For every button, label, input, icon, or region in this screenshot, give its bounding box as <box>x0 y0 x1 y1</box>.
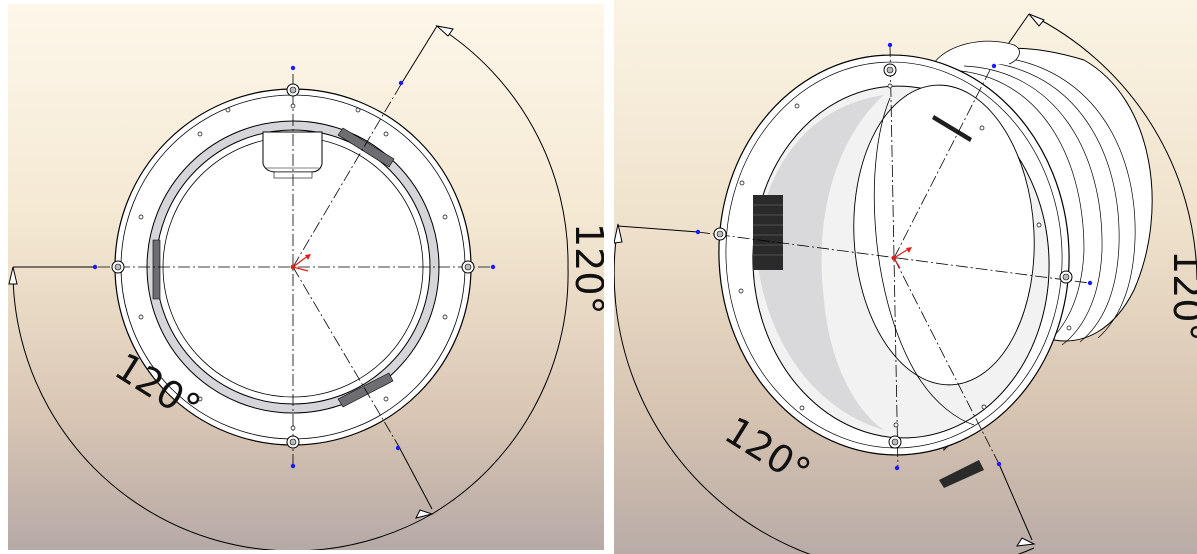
centerline-diagonal-upper <box>893 69 991 259</box>
arrowhead-bottom <box>415 509 434 519</box>
arrowhead-bottom <box>1016 537 1036 547</box>
tube-top-lip <box>931 40 1020 67</box>
arrowhead-left <box>614 223 623 244</box>
bore-far-end <box>853 84 1035 386</box>
angle-dimension-arc-upper <box>1028 13 1197 281</box>
extension-line-lower <box>998 463 1033 541</box>
angle-dimension-arc <box>12 266 433 550</box>
centerline-diagonal-lower <box>292 266 399 446</box>
screw-left <box>111 260 125 274</box>
centerline-diagonal-lower <box>893 257 1000 465</box>
bore-inner-shadow <box>756 95 884 430</box>
origin-triad <box>891 247 912 269</box>
screw-bottom <box>888 435 902 449</box>
grille-left <box>753 195 783 270</box>
extension-line-lower <box>397 444 433 510</box>
pad-upper <box>932 115 972 142</box>
screw-top <box>883 63 897 77</box>
arrowhead-left <box>8 266 18 285</box>
centerline-vertical <box>889 44 899 471</box>
flange-outer-rim <box>725 61 1063 449</box>
bore-crease <box>873 97 975 426</box>
front-view[interactable]: 120° 120° <box>8 4 604 550</box>
arrowhead-top <box>435 25 454 37</box>
pad-left <box>152 239 161 300</box>
tube-ridge-3 <box>983 61 1120 343</box>
centerline-diagonal-upper <box>292 80 404 268</box>
grille-bottom <box>939 460 984 488</box>
latch-tab <box>262 131 323 173</box>
isometric-view-drawing: 120° 120° <box>614 13 1197 554</box>
extension-line-left <box>617 225 699 233</box>
angle-dimension-arc <box>614 224 1035 554</box>
tube-ridge-2 <box>963 65 1103 346</box>
flange-holes <box>738 83 1072 428</box>
dimension-points <box>695 42 1093 471</box>
screw-right <box>1059 270 1073 284</box>
isometric-view[interactable]: 120° 120° <box>614 0 1197 554</box>
dimension-points <box>92 65 496 469</box>
origin-triad <box>290 254 311 272</box>
angle-dimension-arc-upper <box>431 25 569 515</box>
centerline-horizontal <box>697 231 1090 284</box>
arrowhead-top <box>1028 13 1045 27</box>
angle-label-right: 120° <box>1165 250 1197 342</box>
pad-upper-right <box>337 127 395 168</box>
screw-right <box>461 260 475 274</box>
angle-label-right: 120° <box>567 223 604 315</box>
flange-holes <box>138 103 448 431</box>
screw-top <box>286 83 300 97</box>
tube-ridge-1 <box>943 69 1085 346</box>
screw-left <box>713 227 727 241</box>
extension-line-upper <box>402 25 438 82</box>
front-view-drawing: 120° 120° <box>8 25 604 550</box>
screw-bottom <box>286 435 300 449</box>
